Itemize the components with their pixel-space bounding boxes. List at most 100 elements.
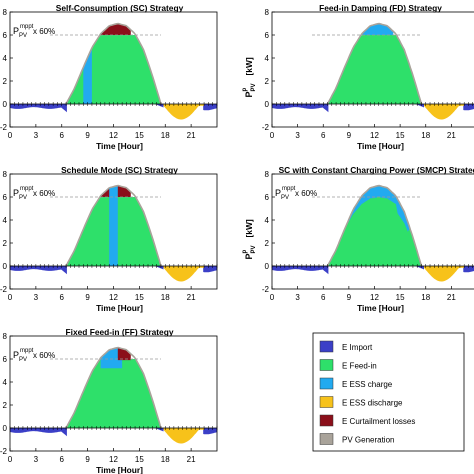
x-tick-label: 3 (34, 131, 39, 140)
ylabel-symbol: P (244, 91, 254, 97)
ylabel-unit: [kW] (244, 57, 254, 75)
pv-mppt-annotation: P PV mppt x 60% (13, 348, 55, 363)
x-tick-label: 3 (34, 455, 39, 464)
x-tick-label: 12 (109, 455, 118, 464)
ess-discharge-area (163, 104, 205, 120)
y-tick-label: -2 (262, 123, 270, 132)
legend-frame (312, 332, 465, 452)
x-tick-label: 9 (85, 131, 90, 140)
import-area-dusk (415, 104, 424, 108)
pv-sup: mppt (282, 186, 296, 192)
pv-generation-line (65, 184, 162, 267)
y-tick-label: 8 (265, 170, 270, 179)
x-tick-label: 21 (187, 131, 196, 140)
x-tick-label: 0 (8, 293, 13, 302)
ylabel-unit: [kW] (244, 219, 254, 237)
import-area-evening (463, 104, 474, 111)
chart-title: Feed-in Damping (FD) Strategy (319, 3, 442, 13)
chart-title: Schedule Mode (SC) Strategy (61, 165, 178, 175)
y-tick-label: 2 (265, 239, 270, 248)
legend-entry: E Import (319, 340, 373, 353)
x-tick-label: 6 (60, 131, 65, 140)
x-tick-label: 15 (135, 131, 144, 140)
import-area-evening (463, 266, 474, 273)
limit-label: x 60% (33, 27, 55, 36)
legend-swatch (319, 377, 334, 390)
feed-in-area (66, 359, 161, 428)
ylabel-sub: PV (251, 83, 257, 91)
x-tick-label: 21 (447, 131, 456, 140)
legend-swatch (319, 359, 334, 371)
x-tick-label: 3 (295, 293, 300, 302)
legend-swatch (319, 433, 334, 445)
ylabel-sup: p (242, 250, 248, 254)
ess-discharge-area (163, 266, 205, 282)
legend-entry: E ESS charge (319, 377, 393, 390)
x-tick-label: 12 (370, 131, 379, 140)
y-tick-label: 4 (265, 54, 270, 63)
x-tick-label: 6 (321, 293, 326, 302)
chart-title: Self-Consumption (SC) Strategy (56, 3, 184, 13)
y-tick-label: 2 (3, 77, 8, 86)
y-tick-label: -2 (0, 285, 8, 294)
import-area-dusk (154, 428, 164, 432)
x-tick-label: 15 (396, 293, 405, 302)
x-tick-label: 18 (161, 131, 170, 140)
chart-title: Fixed Feed-in (FF) Strategy (66, 327, 174, 337)
x-tick-label: 15 (135, 293, 144, 302)
y-tick-label: 8 (265, 8, 270, 17)
x-tick-label: 6 (60, 455, 65, 464)
x-tick-label: 15 (135, 455, 144, 464)
y-tick-label: 6 (265, 193, 270, 202)
legend-entry: E Curtailment losses (319, 414, 415, 427)
pv-sup: mppt (20, 24, 34, 30)
ess-discharge-area (424, 104, 465, 120)
y-tick-label: 6 (3, 355, 8, 364)
legend-swatch (319, 414, 334, 427)
x-axis-label: Time [Hour] (96, 303, 143, 313)
legend-swatch (319, 340, 334, 353)
ess-charge-area (109, 185, 118, 266)
legend-label: E Import (342, 343, 373, 352)
x-tick-label: 9 (347, 131, 352, 140)
legend-label: E ESS charge (342, 380, 393, 389)
pv-mppt-annotation: P PV mppt x 60% (275, 186, 317, 201)
y-tick-label: 4 (3, 378, 8, 387)
import-area-morning (272, 104, 329, 113)
y-tick-label: 8 (3, 332, 8, 341)
pv-mppt-annotation: P PV mppt x 60% (13, 24, 55, 39)
import-area-evening (203, 104, 217, 111)
pv-sub: PV (281, 195, 289, 201)
import-area-morning (10, 104, 67, 113)
y-tick-label: 6 (3, 31, 8, 40)
y-tick-label: 8 (3, 8, 8, 17)
x-tick-label: 6 (321, 131, 326, 140)
y-tick-label: 6 (265, 31, 270, 40)
x-tick-label: 18 (421, 293, 430, 302)
x-tick-label: 12 (109, 293, 118, 302)
y-tick-label: 4 (3, 54, 8, 63)
pv-symbol: P (275, 188, 281, 198)
pv-mppt-annotation: P PV mppt x 60% (13, 186, 55, 201)
x-tick-label: 0 (8, 455, 13, 464)
feed-in-area (327, 197, 422, 266)
feed-in-area (66, 35, 161, 104)
y-tick-label: -2 (262, 285, 270, 294)
x-tick-label: 18 (161, 455, 170, 464)
x-tick-label: 3 (34, 293, 39, 302)
pv-symbol: P (13, 26, 19, 36)
y-tick-label: 0 (3, 424, 8, 433)
ess-charge-area (83, 47, 92, 104)
x-tick-label: 12 (370, 293, 379, 302)
y-tick-label: 0 (265, 100, 270, 109)
chart-title: SC with Constant Charging Power (SMCP) S… (279, 165, 474, 175)
import-area-dusk (154, 266, 164, 270)
plot-area (272, 22, 474, 120)
ylabel-sup: p (242, 88, 248, 92)
ess-charge-area (360, 23, 394, 37)
